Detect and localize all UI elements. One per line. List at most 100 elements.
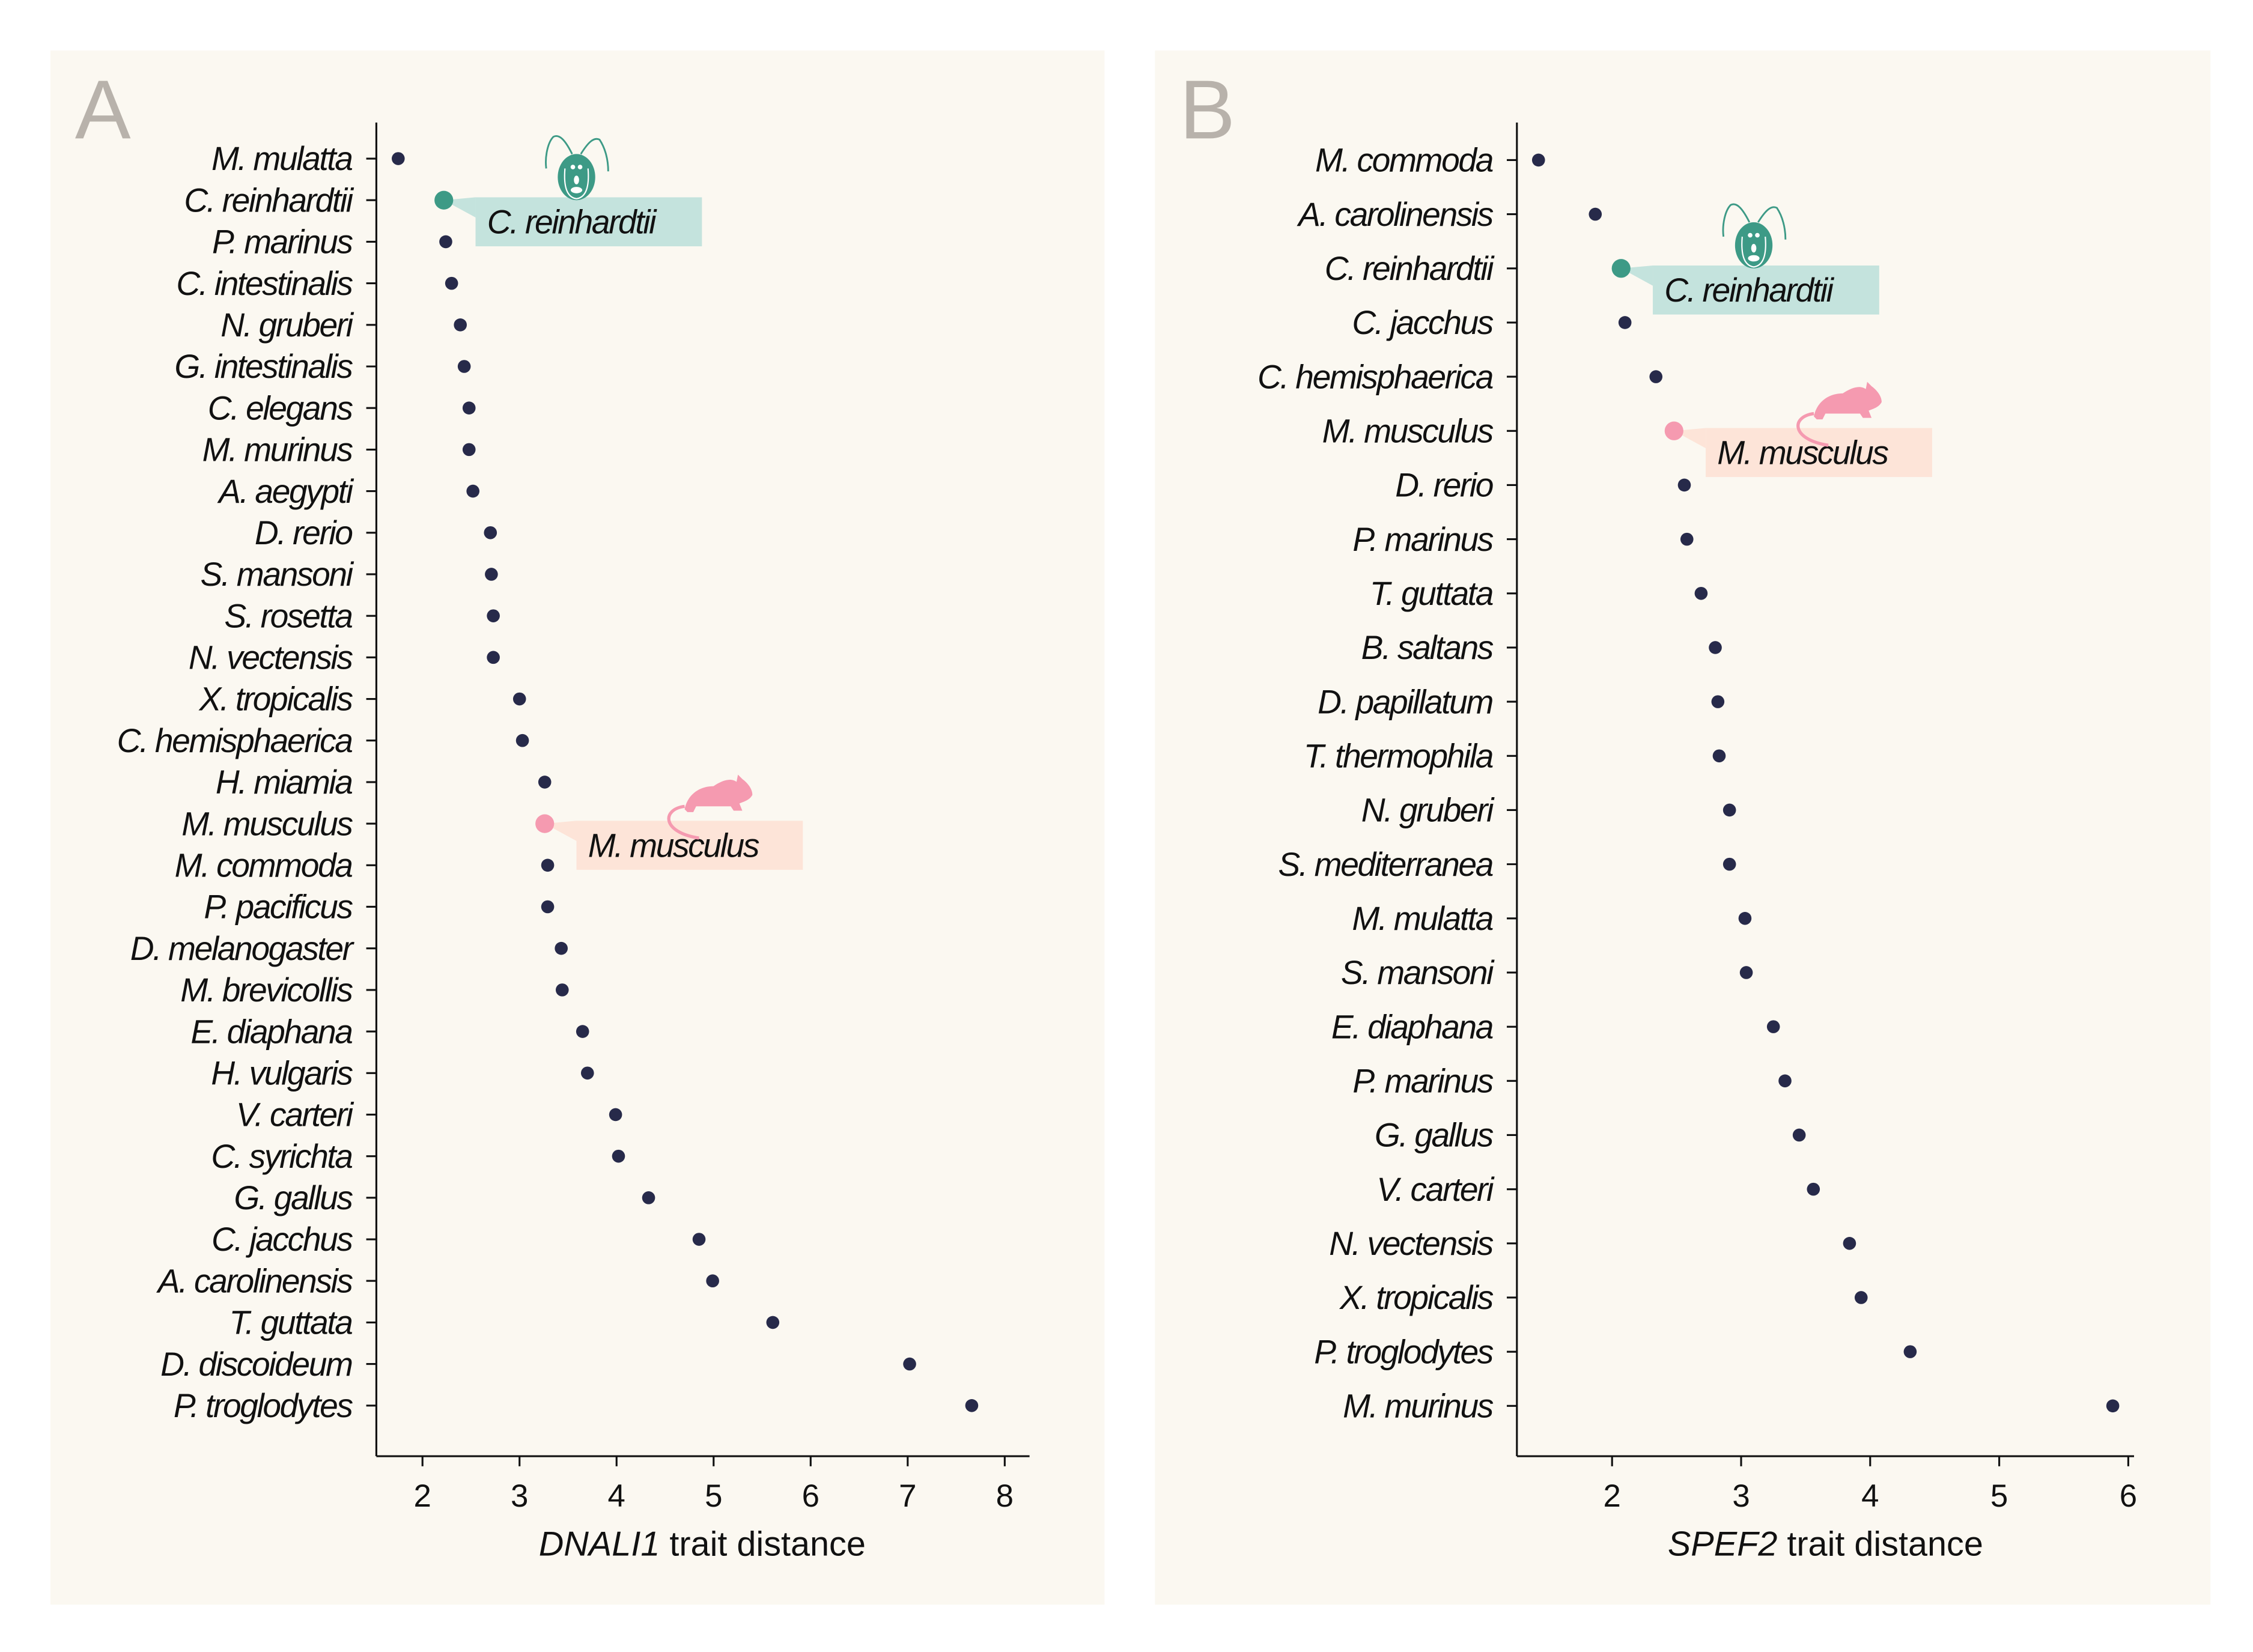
data-point: [2106, 1399, 2120, 1413]
data-point: [538, 776, 552, 789]
nucleus: [574, 175, 579, 184]
y-tick-label: E. diaphana: [190, 1013, 352, 1050]
data-point: [555, 983, 569, 997]
eyespot: [570, 165, 576, 169]
y-tick-label: E. diaphana: [1331, 1008, 1493, 1045]
x-tick-label: 8: [996, 1478, 1014, 1514]
y-tick-label: D. rerio: [255, 514, 352, 551]
y-tick-label: M. musculus: [1322, 412, 1494, 449]
data-point: [576, 1025, 589, 1038]
data-point: [1854, 1291, 1868, 1304]
data-point: [1722, 857, 1736, 871]
data-point: [766, 1316, 780, 1329]
eyespot: [1755, 232, 1760, 238]
data-point: [1903, 1345, 1917, 1358]
callout-box: [1653, 265, 1879, 315]
data-point: [1778, 1074, 1792, 1088]
data-point: [692, 1233, 706, 1246]
y-tick-label: S. mansoni: [1341, 954, 1495, 991]
callout-box: [1706, 428, 1932, 478]
chlamydomonas-icon: [545, 135, 609, 201]
panel-a-x-axis-label: DNALI1 trait distance: [539, 1525, 866, 1564]
y-tick-label: P. marinus: [1352, 521, 1493, 558]
data-point: [484, 526, 497, 539]
y-tick-label: D. rerio: [1395, 467, 1492, 504]
data-point: [1709, 641, 1722, 654]
y-tick-label: D. melanogaster: [130, 930, 355, 967]
data-point: [392, 152, 405, 165]
mouse-tail: [1796, 411, 1829, 447]
y-tick-label: G. gallus: [234, 1179, 353, 1216]
data-point: [1711, 695, 1725, 708]
data-point: [1722, 803, 1736, 817]
panel-a-gene-name: DNALI1: [539, 1525, 660, 1564]
data-point: [555, 941, 568, 955]
y-tick-label: A. carolinensis: [1297, 196, 1494, 233]
y-tick-label: P. troglodytes: [174, 1387, 353, 1424]
y-tick-label: C. jacchus: [1352, 304, 1493, 341]
data-point: [512, 692, 526, 706]
data-point: [1589, 207, 1602, 221]
x-tick-label: 6: [802, 1478, 819, 1514]
panel-a-xlabel-rest: trait distance: [660, 1525, 866, 1564]
y-tick-label: C. reinhardtii: [184, 181, 354, 219]
data-point: [457, 360, 471, 373]
y-tick-label: M. commoda: [1315, 142, 1493, 179]
y-tick-label: M. musculus: [181, 805, 353, 842]
y-tick-label: N. vectensis: [1329, 1225, 1494, 1262]
y-tick-label: C. intestinalis: [176, 265, 353, 302]
y-tick-label: M. mulatta: [211, 140, 352, 177]
mouse-icon: [1796, 381, 1882, 447]
data-point: [1680, 532, 1694, 546]
y-tick-label: T. thermophila: [1304, 737, 1493, 774]
data-point: [1738, 911, 1752, 925]
data-point: [1807, 1182, 1820, 1196]
data-point: [541, 900, 555, 914]
y-tick-label: P. pacificus: [204, 888, 353, 926]
data-point: [1712, 749, 1726, 763]
y-tick-label: H. miamia: [216, 764, 352, 801]
panel-b-x-axis-label: SPEF2 trait distance: [1668, 1525, 1983, 1564]
x-tick-label: 5: [1990, 1478, 2008, 1514]
panel-b-letter: B: [1179, 63, 1235, 156]
data-point: [612, 1149, 625, 1163]
x-tick-label: 6: [2120, 1478, 2137, 1514]
data-point: [580, 1066, 594, 1080]
mouse-body: [684, 774, 753, 812]
callout-label: C. reinhardtii: [1664, 272, 1834, 309]
data-point: [1739, 966, 1753, 979]
y-tick-label: C. reinhardtii: [1325, 250, 1495, 287]
y-tick-label: V. carteri: [1376, 1171, 1495, 1208]
y-tick-label: A. aegypti: [217, 473, 354, 510]
data-point: [1766, 1020, 1780, 1033]
x-tick-label: 7: [899, 1478, 916, 1514]
y-tick-label: G. gallus: [1375, 1117, 1494, 1154]
eyespot: [1748, 232, 1753, 238]
data-point: [487, 651, 500, 664]
nucleus: [1751, 243, 1757, 253]
x-tick-label: 3: [1732, 1478, 1750, 1514]
y-tick-label: V. carteri: [236, 1096, 354, 1134]
panel-b-xlabel-rest: trait distance: [1777, 1525, 1983, 1564]
highlight-point: [1664, 421, 1683, 440]
data-point: [541, 858, 555, 872]
data-point: [462, 401, 476, 415]
highlight-point: [535, 814, 555, 833]
data-point: [1843, 1237, 1856, 1250]
data-point: [1677, 478, 1691, 492]
callout-box: [475, 197, 702, 247]
highlight-point: [434, 190, 454, 210]
x-tick-label: 3: [511, 1478, 528, 1514]
data-point: [485, 568, 498, 581]
flagellum-left: [545, 135, 573, 169]
y-tick-label: N. gruberi: [220, 306, 354, 344]
y-tick-label: B. saltans: [1361, 629, 1494, 666]
y-tick-label: H. vulgaris: [211, 1054, 353, 1092]
data-point: [1792, 1128, 1806, 1142]
data-point: [462, 443, 476, 457]
data-point: [445, 276, 458, 290]
data-point: [487, 609, 500, 622]
x-tick-label: 5: [705, 1478, 722, 1514]
flagellum-left: [1722, 203, 1751, 237]
